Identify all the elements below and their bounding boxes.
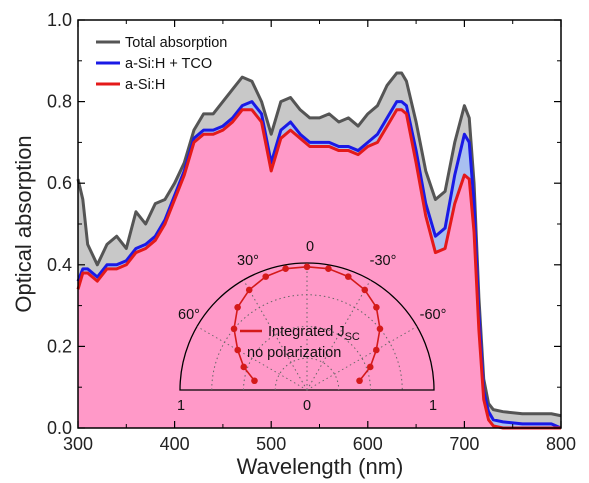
- polar-point: [376, 325, 384, 333]
- x-tick-label: 300: [63, 434, 93, 454]
- x-tick-label: 600: [353, 434, 383, 454]
- polar-point: [234, 304, 241, 311]
- polar-point: [262, 273, 270, 280]
- legend-label-3: a-Si:H: [125, 77, 165, 93]
- polar-point: [344, 273, 352, 280]
- y-tick-label: 0.8: [47, 92, 72, 112]
- legend: Total absorption a-Si:H + TCO a-Si:H: [96, 35, 227, 93]
- y-tick-label: 0.6: [47, 173, 72, 193]
- y-tick-label: 0.0: [47, 418, 72, 438]
- polar-legend-subscript: SC: [345, 331, 360, 343]
- polar-radial-label: 1: [177, 398, 185, 414]
- legend-label-1: Total absorption: [125, 35, 227, 51]
- polar-legend-label: Integrated JSC: [268, 324, 360, 343]
- polar-point: [361, 286, 369, 294]
- polar-grid-spoke: [196, 326, 308, 391]
- polar-angle-label: 30°: [237, 253, 259, 269]
- polar-grid-spoke: [306, 326, 418, 391]
- polar-point: [240, 363, 248, 371]
- polar-point: [356, 377, 363, 385]
- y-tick-label: 1.0: [47, 10, 72, 30]
- x-tick-label: 500: [256, 434, 286, 454]
- polar-radial-label: 1: [429, 398, 437, 414]
- polar-inset: 0 30° -30° 60° -60° 1 0 1 Integrated JSC no polar…: [177, 239, 446, 414]
- series-line-3: [76, 108, 561, 430]
- polar-point: [373, 304, 380, 311]
- polar-point: [245, 286, 253, 294]
- polar-point: [303, 263, 311, 271]
- series-line-2: [76, 100, 562, 430]
- y-tick-label: 0.4: [47, 255, 72, 275]
- polar-point: [366, 363, 374, 371]
- polar-point: [234, 346, 242, 354]
- area-fills: [78, 73, 561, 428]
- polar-radial-label: 0: [303, 398, 311, 414]
- polar-angle-label: 60°: [178, 307, 200, 323]
- polar-legend-line2: no polarization: [247, 345, 341, 361]
- polar-point: [325, 265, 332, 272]
- y-axis-title: Optical absorption: [11, 135, 36, 312]
- polar-angle-label: -30°: [370, 253, 397, 269]
- polar-grid-spoke: [306, 279, 371, 391]
- x-tick-label: 400: [160, 434, 190, 454]
- legend-label-2: a-Si:H + TCO: [125, 56, 212, 72]
- polar-legend-main: Integrated J: [268, 324, 345, 340]
- y-tick-label: 0.2: [47, 336, 72, 356]
- axis-ticks: 300 400 500 600 700 800 0.0 0.2 0.4 0.6 0.8 1.0: [47, 10, 576, 454]
- polar-point: [230, 325, 238, 333]
- x-tick-label: 700: [449, 434, 479, 454]
- series-lines: [76, 71, 562, 430]
- polar-angle-label: 0: [306, 239, 314, 255]
- polar-point: [372, 346, 380, 354]
- x-axis-title: Wavelength (nm): [237, 454, 404, 479]
- area-fill-3: [78, 109, 561, 428]
- x-tick-label: 800: [546, 434, 576, 454]
- polar-angle-label: -60°: [420, 307, 447, 323]
- polar-outer-boundary: [179, 262, 435, 391]
- polar-point: [251, 377, 258, 385]
- polar-grid-spoke: [243, 279, 308, 391]
- polar-point: [282, 265, 289, 272]
